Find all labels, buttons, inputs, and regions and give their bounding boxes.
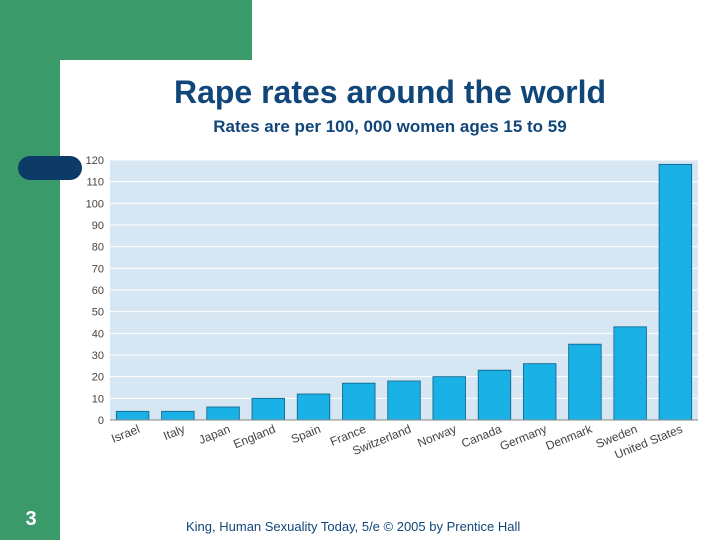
y-tick-label: 110 [86, 177, 104, 189]
bar [161, 410, 195, 421]
x-tick-label: Spain [289, 422, 323, 446]
y-tick-label: 70 [92, 263, 104, 275]
y-tick-label: 90 [92, 220, 104, 232]
y-tick-label: 40 [92, 328, 104, 340]
y-tick-label: 50 [92, 307, 104, 319]
bar [523, 363, 557, 421]
y-tick-label: 80 [92, 242, 104, 254]
y-tick-label: 100 [86, 198, 104, 210]
footer-credit: King, Human Sexuality Today, 5/e © 2005 … [186, 519, 521, 534]
y-tick-label: 60 [92, 285, 104, 297]
green-side-band [0, 0, 60, 540]
bar [432, 376, 466, 421]
y-tick-label: 10 [92, 393, 104, 405]
bar [206, 406, 240, 421]
y-tick-label: 120 [86, 155, 104, 167]
slide-subtitle: Rates are per 100, 000 women ages 15 to … [213, 117, 567, 136]
bar [296, 393, 331, 421]
bar [342, 382, 376, 421]
x-tick-label: Canada [459, 422, 504, 451]
y-tick-label: 30 [92, 350, 104, 362]
bar [115, 410, 150, 421]
y-tick-label: 0 [98, 415, 104, 427]
bar [251, 397, 285, 421]
x-tick-label: Israel [109, 422, 141, 446]
x-tick-label: England [231, 422, 277, 451]
navy-accent-bar [18, 156, 82, 180]
bar [387, 380, 421, 421]
bar [613, 326, 647, 421]
slide-title: Rape rates around the world [173, 74, 607, 110]
y-tick-label: 20 [92, 372, 104, 384]
slide-number: 3 [25, 508, 37, 530]
bar [477, 369, 512, 421]
x-tick-label: Norway [415, 422, 458, 450]
x-tick-label: Denmark [544, 421, 595, 453]
x-tick-label: Italy [161, 422, 187, 443]
x-tick-label: Japan [197, 422, 233, 447]
bar-chart: 0 10 20 30 40 50 60 70 80 90 100 110 120 Israel Italy J… [86, 155, 698, 462]
x-tick-label: Germany [498, 422, 549, 453]
bar [658, 163, 693, 421]
bar [568, 343, 602, 421]
